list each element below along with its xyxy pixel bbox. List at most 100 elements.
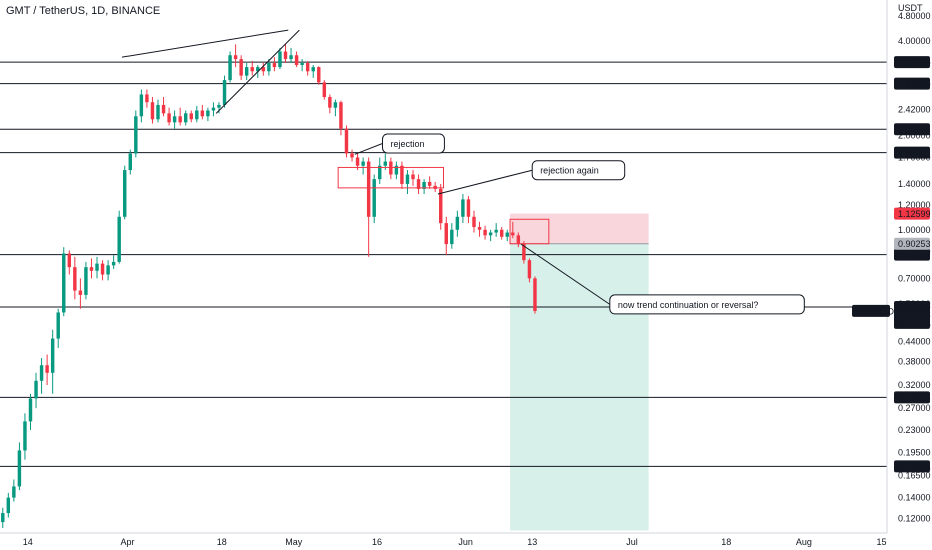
candle-body bbox=[394, 165, 399, 175]
candle-body bbox=[39, 365, 44, 381]
candle bbox=[294, 51, 299, 68]
candle bbox=[455, 210, 460, 237]
candle-body bbox=[483, 229, 487, 236]
candle bbox=[100, 260, 105, 281]
candle bbox=[84, 261, 88, 300]
level-price-tag-2: 2.09106 bbox=[894, 123, 931, 136]
candle bbox=[439, 183, 443, 230]
level-price-tag-3-bg bbox=[894, 146, 930, 159]
candle bbox=[23, 413, 27, 460]
candle-body bbox=[50, 338, 55, 373]
candle bbox=[394, 161, 399, 180]
candle-body bbox=[416, 179, 421, 189]
wedge-upper-line bbox=[121, 29, 289, 58]
candle bbox=[239, 55, 243, 81]
candle bbox=[499, 227, 504, 240]
level-price-tag-6-text: 0.29223 bbox=[898, 393, 931, 403]
candle-body bbox=[183, 113, 188, 123]
level-price-tag-6: 0.29223 bbox=[894, 391, 931, 404]
candle bbox=[211, 102, 216, 117]
candle-body bbox=[300, 63, 304, 66]
candle-body bbox=[95, 263, 99, 271]
candle bbox=[494, 223, 498, 237]
candle-body bbox=[355, 157, 360, 166]
candle bbox=[6, 492, 11, 518]
candle bbox=[195, 106, 199, 123]
candle-body bbox=[239, 59, 243, 76]
candle bbox=[533, 276, 537, 314]
price-tick-label: 1.40000 bbox=[898, 179, 931, 189]
candle bbox=[522, 241, 526, 264]
candle bbox=[95, 256, 99, 279]
candle-body bbox=[272, 63, 277, 68]
candle-body bbox=[267, 63, 271, 72]
candle bbox=[317, 66, 321, 85]
annotation-text: rejection again bbox=[540, 166, 599, 176]
horizontal-levels bbox=[0, 61, 887, 467]
candle-body bbox=[228, 55, 232, 81]
candle-body bbox=[167, 113, 171, 123]
time-tick-label: 13 bbox=[527, 537, 537, 547]
symbol-tag-text: GMTUSDT bbox=[855, 306, 900, 316]
candle bbox=[472, 210, 476, 233]
annotation-pointer bbox=[520, 243, 611, 305]
candle-body bbox=[222, 80, 227, 105]
candle bbox=[233, 44, 238, 68]
stop-loss-zone bbox=[510, 213, 649, 244]
candle bbox=[156, 99, 160, 123]
last-price-bg bbox=[894, 304, 930, 329]
candle-body bbox=[189, 113, 193, 120]
candle-body bbox=[328, 96, 332, 108]
time-axis[interactable]: 14 Apr 18 May 16 Jun 13 Jul 18 Aug 15 bbox=[0, 532, 887, 547]
level-price-tag-2-bg bbox=[894, 123, 930, 136]
candle-body bbox=[439, 188, 443, 224]
candle bbox=[350, 149, 354, 162]
candle bbox=[134, 110, 138, 158]
candle-body bbox=[178, 116, 182, 123]
candle-body bbox=[56, 312, 60, 339]
candle-body bbox=[62, 253, 66, 313]
candle bbox=[128, 149, 132, 175]
candle bbox=[106, 260, 110, 281]
candle-body bbox=[211, 107, 216, 111]
annotation-pointer bbox=[437, 169, 533, 195]
level-price-tag-3: 1.76183 bbox=[894, 146, 931, 159]
candle bbox=[250, 61, 254, 76]
candle-body bbox=[139, 94, 144, 117]
candle-body bbox=[361, 161, 365, 166]
candle-body bbox=[117, 216, 121, 262]
candle bbox=[189, 110, 193, 123]
candle-body bbox=[427, 181, 432, 186]
candle-body bbox=[466, 199, 471, 217]
level-price-tag-4-bg bbox=[894, 248, 930, 261]
candle-body bbox=[161, 104, 166, 114]
candle-body bbox=[1, 513, 5, 523]
candle-body bbox=[461, 199, 465, 217]
candle bbox=[167, 107, 171, 126]
level-price-tag-7-text: 0.17614 bbox=[898, 462, 931, 472]
candle-body bbox=[278, 51, 282, 68]
price-tick-label: 2.00000 bbox=[898, 130, 931, 140]
candle bbox=[39, 358, 44, 394]
candle bbox=[34, 372, 38, 409]
level-price-tag-7: 0.17614 bbox=[894, 460, 931, 473]
candle bbox=[477, 221, 482, 237]
candle-body bbox=[283, 51, 288, 60]
candle bbox=[450, 223, 454, 249]
candle bbox=[511, 221, 515, 239]
annotation-pointer bbox=[354, 143, 383, 155]
candle-body bbox=[256, 67, 260, 72]
candle bbox=[150, 96, 155, 124]
price-axis[interactable]: 4.800004.000003.400002.900002.420002.000… bbox=[852, 0, 931, 533]
candle-body bbox=[322, 82, 327, 97]
quote-unit-label: USDT bbox=[898, 3, 923, 13]
candle-body bbox=[533, 278, 537, 311]
price-tick-label: 0.38000 bbox=[898, 357, 931, 367]
candle bbox=[12, 479, 16, 502]
stop-price-tag: 1.12599 bbox=[894, 207, 931, 220]
stop-price-tag-bg bbox=[894, 207, 930, 220]
candle-body bbox=[6, 497, 11, 514]
candle-body bbox=[111, 261, 116, 266]
